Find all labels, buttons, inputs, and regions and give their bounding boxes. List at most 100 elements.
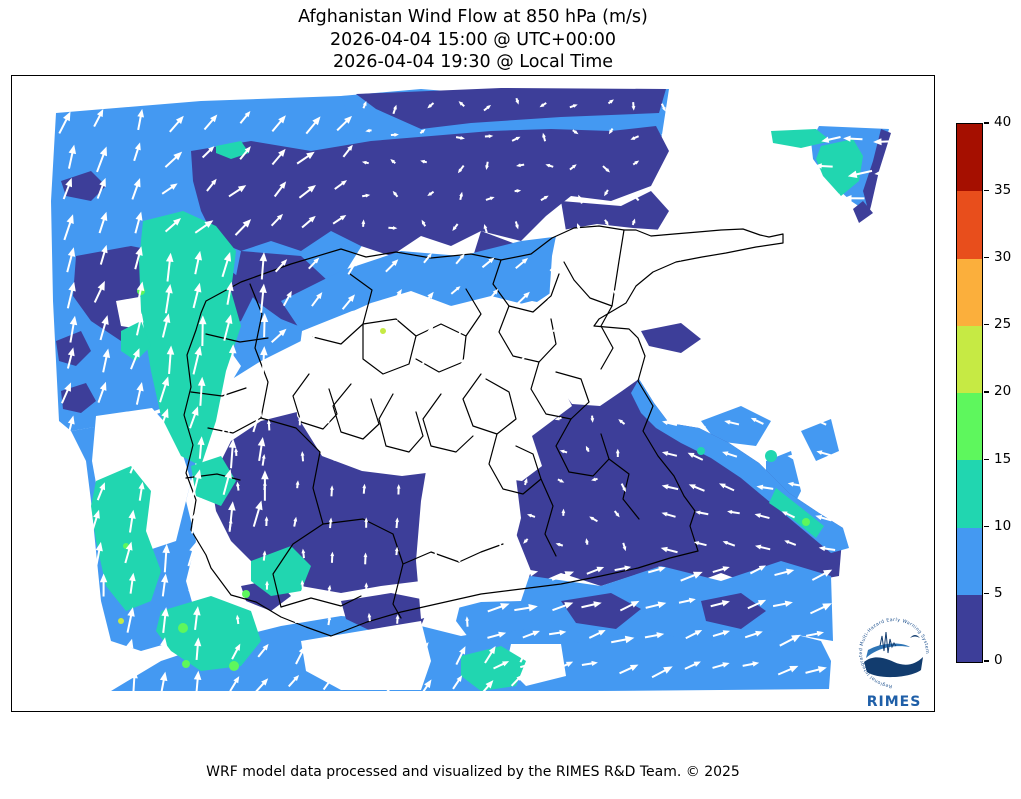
wind-arrow (465, 414, 470, 423)
wind-arrow (164, 217, 182, 233)
wind-arrow (557, 478, 565, 483)
wind-arrow (93, 280, 105, 303)
wind-arrow (722, 540, 736, 547)
wind-arrow (134, 211, 143, 234)
wind-arrow (394, 546, 399, 556)
wind-arrow (395, 614, 400, 624)
wind-arrow (274, 259, 288, 273)
wind-arrow (779, 634, 801, 647)
wind-arrow (295, 645, 306, 665)
wind-arrow (133, 142, 141, 162)
wind-arrow (803, 339, 811, 345)
wind-arrow (661, 191, 669, 196)
wind-arrow (298, 184, 316, 199)
wind-arrow (94, 670, 103, 695)
wind-arrow (156, 509, 165, 532)
wind-arrow (718, 483, 735, 492)
wind-arrow (363, 449, 368, 459)
wind-arrow (305, 116, 321, 135)
wind-arrow (362, 483, 367, 494)
wind-arrow (124, 541, 133, 564)
wind-arrow (298, 416, 302, 426)
province-line (332, 383, 380, 440)
wind-arrow (332, 450, 337, 461)
speed-0-5-region (191, 126, 669, 256)
tick-mark (984, 593, 989, 595)
wind-arrow (616, 313, 623, 318)
speed-10-15-region (771, 129, 831, 148)
wind-arrow (278, 390, 290, 405)
wind-arrow (661, 512, 676, 518)
wind-arrow (138, 481, 145, 501)
wind-arrow (552, 321, 563, 333)
wind-arrow (482, 700, 507, 708)
wind-arrow (632, 194, 640, 202)
wind-arrow (615, 694, 634, 702)
wind-arrow (93, 109, 104, 128)
wind-arrow (364, 517, 369, 528)
wind-arrow (308, 257, 320, 270)
wind-arrow (161, 607, 169, 634)
province-line (402, 543, 504, 565)
wind-arrow (572, 129, 579, 135)
tick-mark (984, 458, 989, 460)
wind-arrow (481, 257, 495, 269)
wind-arrow (706, 257, 714, 261)
wind-arrow (321, 646, 335, 665)
colorbar (956, 123, 983, 663)
wind-arrow (666, 163, 673, 172)
wind-arrow (361, 160, 369, 165)
wind-arrow (569, 164, 577, 171)
speed-0-5-region (863, 129, 891, 213)
wind-arrow (590, 415, 595, 423)
wind-arrow (645, 601, 667, 609)
wind-arrow (66, 347, 75, 369)
wind-arrow (235, 614, 240, 625)
wind-arrow (746, 367, 751, 375)
wind-arrow (384, 645, 398, 662)
wind-arrow (99, 315, 109, 341)
wind-arrow (421, 219, 427, 227)
speed-10-15-region (769, 488, 824, 538)
wind-arrow (265, 580, 269, 590)
wind-arrow (58, 111, 71, 134)
wind-arrow (301, 215, 316, 229)
wind-arrow (91, 509, 100, 532)
wind-direction-arrows (58, 97, 899, 709)
tick-mark (984, 122, 989, 124)
country-outline (183, 225, 784, 637)
wind-arrow (774, 568, 795, 577)
wind-arrow (802, 371, 809, 379)
wind-arrow (569, 104, 578, 109)
rimes-logo: Regional Integrated Multi-Hazard Early W… (854, 616, 934, 710)
wind-arrow (820, 193, 840, 201)
wind-arrow (496, 514, 502, 523)
speed-10-15-region (697, 447, 705, 455)
wind-arrow (162, 543, 170, 573)
wind-arrow (749, 452, 766, 461)
colorbar-segment-15-20 (957, 393, 982, 461)
wind-arrow (787, 481, 803, 487)
wind-arrow (458, 321, 468, 335)
wind-arrow (754, 513, 770, 520)
province-line (378, 393, 424, 453)
wind-arrow (614, 565, 632, 572)
province-line (205, 333, 269, 343)
wind-arrow (746, 396, 751, 404)
province-line (422, 393, 474, 453)
wind-arrow (131, 177, 141, 200)
speed-0-5-region (341, 593, 431, 631)
tick-label: 35 (994, 181, 1012, 198)
wind-arrow (515, 97, 519, 105)
wind-arrow (221, 251, 232, 278)
wind-arrow (482, 355, 496, 367)
speed-15-20-spot (182, 660, 190, 668)
wind-arrow (197, 436, 205, 459)
wind-arrow (663, 389, 680, 395)
wind-arrow (485, 196, 495, 201)
province-line (492, 259, 560, 313)
speed-0-5-region (56, 331, 91, 366)
wind-arrow (839, 567, 859, 576)
wind-arrow (330, 551, 335, 563)
wind-arrow (810, 603, 832, 615)
